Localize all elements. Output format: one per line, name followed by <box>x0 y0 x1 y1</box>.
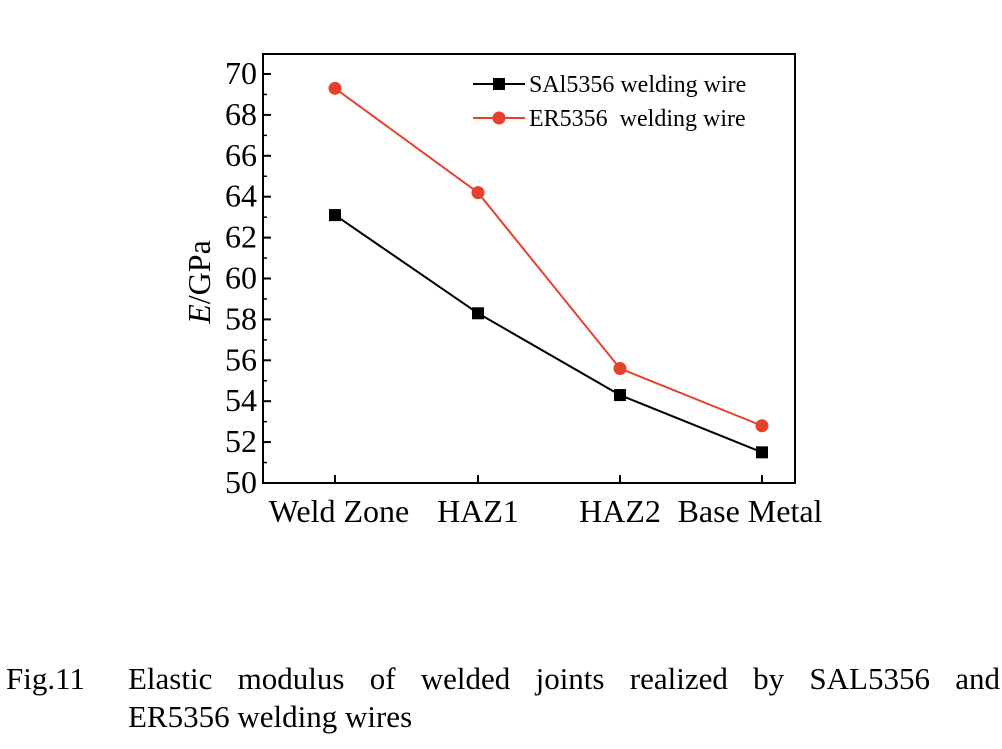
series-line <box>334 87 763 427</box>
caption-word: of <box>369 661 396 696</box>
series-line <box>334 214 763 454</box>
legend-label: ER5356 welding wire <box>529 106 746 132</box>
x-tick-label: Base Metal <box>678 493 823 529</box>
y-tick-label: 60 <box>225 260 257 296</box>
x-tick-label: HAZ2 <box>579 493 661 529</box>
y-axis: 50 52 54 56 58 60 62 64 66 68 70 <box>225 55 271 500</box>
x-tick-label: HAZ1 <box>437 493 519 529</box>
caption-word: and <box>955 661 1000 696</box>
data-point-square <box>329 209 341 222</box>
y-tick-label: 66 <box>225 137 257 173</box>
figure-caption: Fig.11 Elastic modulus of welded joints reali… <box>6 660 1000 736</box>
plot-frame <box>262 53 796 484</box>
y-axis-title: E/GPa <box>181 240 217 325</box>
caption-word: by <box>753 661 785 696</box>
legend-marker-circle <box>492 111 506 125</box>
data-point-circle <box>613 361 627 375</box>
figure-number: Fig.11 <box>6 661 85 696</box>
caption-word: welded <box>420 661 511 696</box>
legend: SAl5356 welding wire ER5356 welding wire <box>473 72 746 132</box>
y-tick-label: 56 <box>225 341 257 377</box>
line-chart: E/GPa 50 52 54 56 58 60 62 64 66 68 70 Weld Zone HA… <box>181 53 823 529</box>
y-axis-title-unit: /GPa <box>181 240 217 304</box>
legend-label: SAl5356 welding wire <box>529 72 746 98</box>
legend-item: ER5356 welding wire <box>473 106 746 132</box>
data-point-circle <box>471 186 485 200</box>
data-point-square <box>472 307 484 320</box>
x-axis: Weld Zone HAZ1 HAZ2 Base Metal <box>269 475 823 529</box>
x-tick-label: Weld Zone <box>269 493 409 529</box>
data-point-square <box>756 446 768 459</box>
y-tick-label: 50 <box>225 464 257 500</box>
caption-word: Elastic <box>128 661 213 696</box>
series-1 <box>329 209 768 459</box>
caption-text-line-2: ER5356 welding wires <box>128 699 413 734</box>
caption-text-line-1: Elastic modulus of welded joints realized by SA… <box>128 660 1000 698</box>
y-tick-label: 52 <box>225 423 257 459</box>
y-axis-title-variable: E <box>181 304 217 325</box>
series-layer <box>328 81 769 459</box>
y-tick-label: 58 <box>225 300 257 336</box>
caption-word: SAL5356 <box>809 661 930 696</box>
y-tick-label: 62 <box>225 219 257 255</box>
data-point-square <box>614 389 626 402</box>
y-tick-label: 68 <box>225 96 257 132</box>
svg-text:E/GPa: E/GPa <box>181 240 217 325</box>
caption-line-1: Fig.11 Elastic modulus of welded joints reali… <box>6 660 1000 698</box>
legend-item: SAl5356 welding wire <box>473 72 746 98</box>
caption-word: modulus <box>237 661 345 696</box>
y-tick-label: 54 <box>225 382 257 418</box>
y-tick-label: 64 <box>225 178 257 214</box>
caption-word: joints <box>535 661 605 696</box>
caption-word: realized <box>629 661 728 696</box>
y-tick-label: 70 <box>225 55 257 91</box>
legend-marker-square <box>493 78 505 90</box>
series-2 <box>328 81 769 433</box>
data-point-circle <box>755 419 769 433</box>
data-point-circle <box>328 81 342 95</box>
